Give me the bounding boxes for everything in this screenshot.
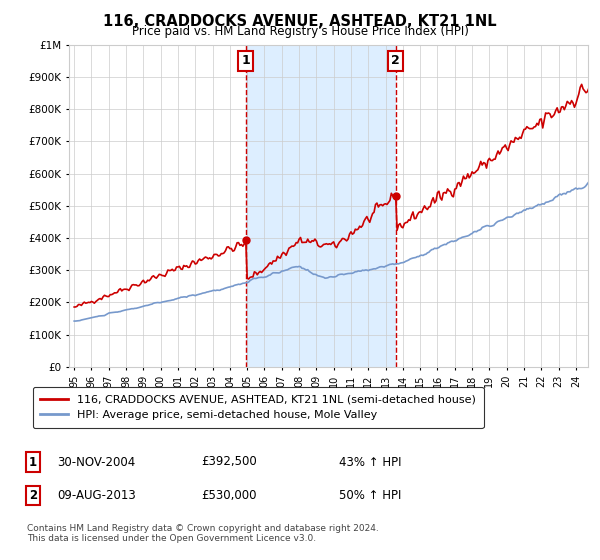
Text: £392,500: £392,500 [201,455,257,469]
Text: 2: 2 [391,54,400,67]
Text: Price paid vs. HM Land Registry's House Price Index (HPI): Price paid vs. HM Land Registry's House … [131,25,469,38]
Text: 1: 1 [241,54,250,67]
Text: 116, CRADDOCKS AVENUE, ASHTEAD, KT21 1NL: 116, CRADDOCKS AVENUE, ASHTEAD, KT21 1NL [103,14,497,29]
Legend: 116, CRADDOCKS AVENUE, ASHTEAD, KT21 1NL (semi-detached house), HPI: Average pri: 116, CRADDOCKS AVENUE, ASHTEAD, KT21 1NL… [32,387,484,428]
Text: 2: 2 [29,489,37,502]
Bar [246,45,395,367]
Text: 1: 1 [29,455,37,469]
Text: Contains HM Land Registry data © Crown copyright and database right 2024.
This d: Contains HM Land Registry data © Crown c… [27,524,379,543]
Text: 09-AUG-2013: 09-AUG-2013 [57,489,136,502]
Text: 43% ↑ HPI: 43% ↑ HPI [339,455,401,469]
Text: £530,000: £530,000 [201,489,257,502]
Text: 30-NOV-2004: 30-NOV-2004 [57,455,135,469]
Text: 50% ↑ HPI: 50% ↑ HPI [339,489,401,502]
